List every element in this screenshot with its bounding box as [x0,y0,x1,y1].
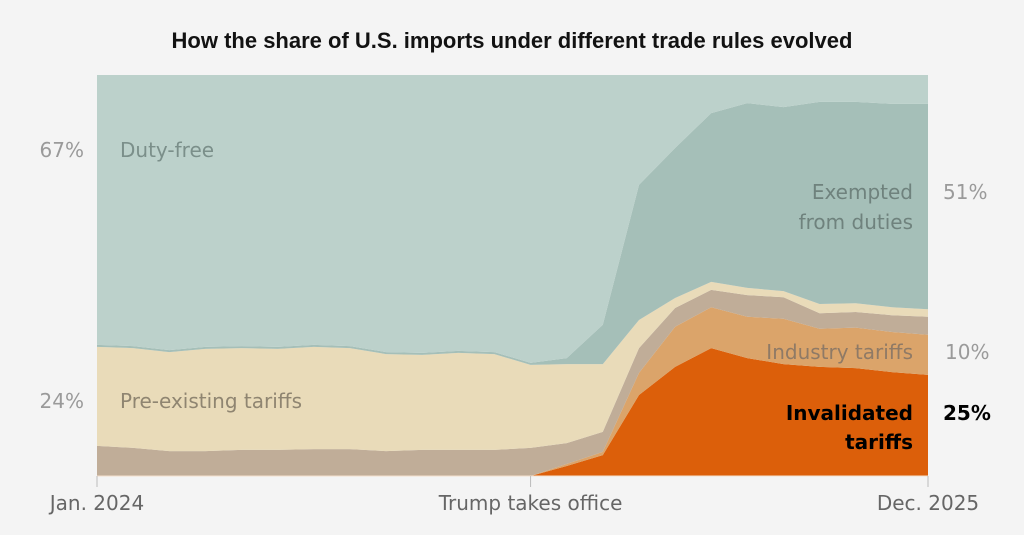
exempted-label-line1: Exempted [812,180,913,204]
duty-free-start-value: 67% [40,138,84,162]
invalidated-label-line2: tariffs [845,430,913,454]
exempted-label-line2: from duties [799,210,913,234]
invalidated-label-line1: Invalidated [786,401,913,425]
exempted-end-value: 51% [943,180,987,204]
x-axis-ticks: Jan. 2024 Trump takes office Dec. 2025 [48,476,979,515]
preexisting-start-value: 24% [40,389,84,413]
area-other [97,289,928,476]
area-layers [97,75,928,476]
area-invalidated [97,348,928,476]
preexisting-label: Pre-existing tariffs [120,389,302,413]
duty-free-label: Duty-free [120,138,214,162]
area-preexisting [97,281,928,452]
industry-label: Industry tariffs [766,340,913,364]
area-dutyfree [97,75,928,363]
area-exempted [97,101,928,365]
industry-end-value: 10% [945,340,989,364]
x-tick-label: Jan. 2024 [48,491,144,515]
x-tick-label: Trump takes office [438,491,623,515]
x-tick-label: Dec. 2025 [877,491,979,515]
chart-title: How the share of U.S. imports under diff… [172,28,853,53]
area-industry [97,307,928,476]
invalidated-end-value: 25% [943,401,991,425]
